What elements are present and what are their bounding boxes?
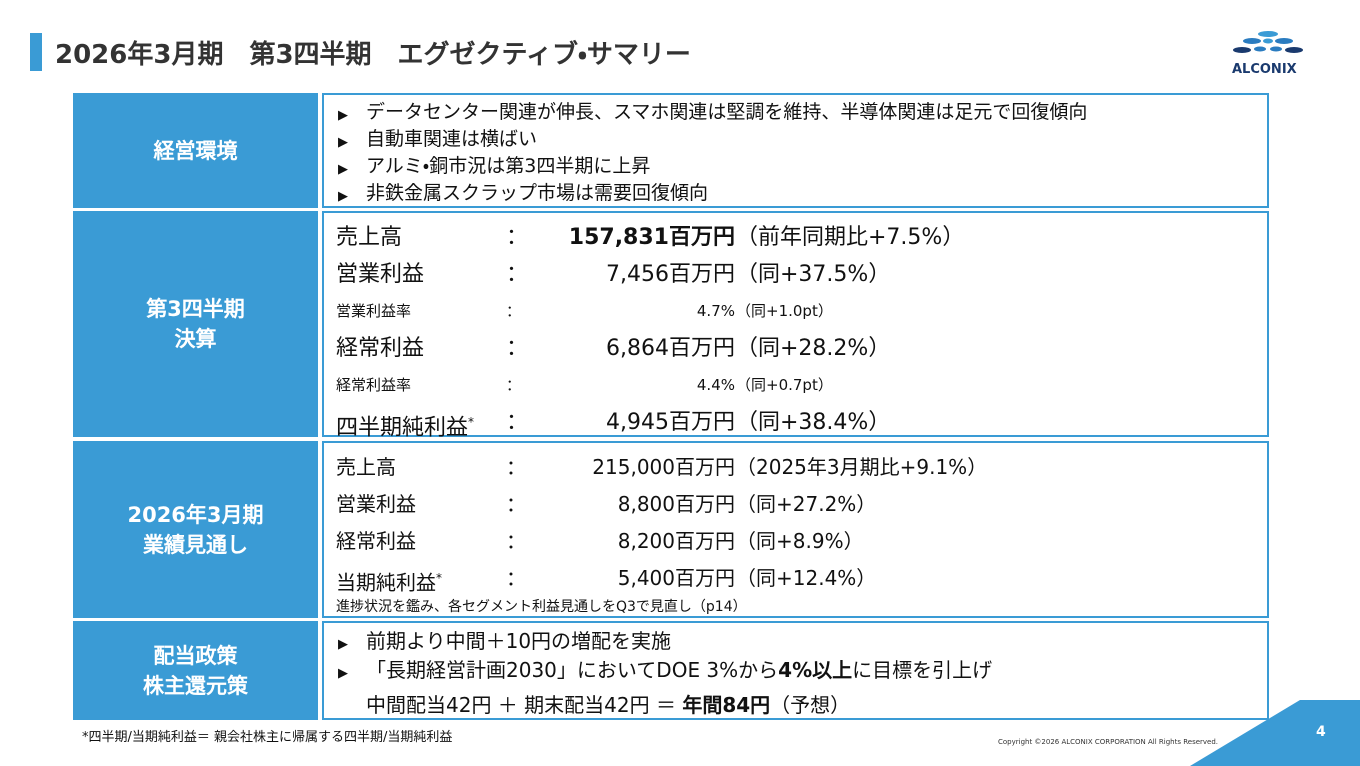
separator: ：: [506, 455, 526, 479]
separator: ：: [506, 376, 522, 394]
section-box: データセンター関連が伸長、スマホ関連は堅調を維持、半導体関連は足元で回復傾向自動…: [322, 93, 1269, 210]
row-amount: 4.7%: [696, 302, 735, 320]
separator: ：: [506, 262, 529, 287]
text-part: （予想）: [770, 693, 851, 717]
row-amount: 4,945百万円: [606, 410, 735, 435]
data-row: 売上高 ： 157,831百万円 （前年同期比+7.5%）: [324, 219, 1267, 256]
row-name: 営業利益: [336, 262, 425, 287]
row-note: （2025年3月期比+9.1%）: [736, 455, 988, 479]
row-name: 当期純利益*: [336, 570, 442, 595]
label-line: 業績見通し: [143, 532, 248, 557]
note-mark: *: [436, 571, 442, 585]
section-box: 売上高： 157,831百万円 （前年同期比+7.5%） 営業利益： 7,456百万円（…: [322, 211, 1269, 440]
corner-shape: [1190, 700, 1360, 766]
label-line: 株主還元策: [143, 673, 248, 698]
separator: ：: [506, 529, 526, 553]
row-name: 営業利益: [336, 492, 416, 516]
separator: ：: [506, 492, 526, 516]
row-amount: 157,831百万円: [568, 225, 735, 250]
row-note: （同+27.2%）: [736, 492, 877, 516]
data-row: 当期純利益* ： 5,400百万円 （同+12.4%）: [324, 560, 1267, 597]
row-note: （同+12.4%）: [736, 566, 877, 590]
logo-mark: [1233, 31, 1303, 53]
separator: ：: [506, 336, 529, 361]
data-row: 経常利益率 ： 4.4% （同+0.7pt）: [324, 367, 1267, 404]
data-row: 営業利益 ： 7,456百万円 （同+37.5%）: [324, 256, 1267, 293]
data-row: 経常利益 ： 8,200百万円 （同+8.9%）: [324, 523, 1267, 560]
section-label: 第3四半期決算: [73, 211, 318, 437]
label-line: 配当政策: [153, 643, 238, 668]
row-amount: 215,000百万円: [592, 455, 735, 479]
data-row: 四半期純利益* ： 4,945百万円 （同+38.4%）: [324, 404, 1267, 441]
bullet: 非鉄金属スクラップ市場は需要回復傾向: [324, 180, 1267, 210]
dividend-line: 中間配当42円 ＋ 期末配当42円 ＝ 年間84円（予想）: [324, 685, 1267, 725]
text-part: 年間84円: [682, 693, 771, 717]
footnote: *四半期/当期純利益＝ 親会社株主に帰属する四半期/当期純利益: [82, 730, 453, 745]
row-name: 経常利益: [336, 529, 416, 553]
row-name: 営業利益率: [336, 302, 412, 320]
page-number: 4: [1316, 724, 1326, 740]
row-note: （同+1.0pt）: [736, 302, 833, 320]
label-line: 2026年3月期: [127, 502, 264, 527]
row-amount: 6,864百万円: [606, 336, 735, 361]
dividend-line: 前期より中間＋10円の増配を実施: [324, 627, 1267, 659]
row-note: （同+38.4%）: [736, 410, 891, 435]
section-label: 配当政策 株主還元策: [73, 621, 318, 720]
row-note: （前年同期比+7.5%）: [736, 225, 965, 250]
remark: 進捗状況を鑑み、各セグメント利益見通しをQ3で見直し（p14）: [336, 599, 747, 615]
text-part: 中間配当42円 ＋ 期末配当42円 ＝: [366, 693, 683, 717]
data-row: 売上高 ： 215,000百万円 （2025年3月期比+9.1%）: [324, 449, 1267, 486]
text-part: 「長期経営計画2030」においてDOE 3%から: [366, 658, 779, 682]
row-name: 売上高: [336, 455, 396, 479]
row-note: （同+0.7pt）: [736, 376, 833, 394]
separator: ：: [506, 302, 522, 320]
row-amount: 4.4%: [696, 376, 735, 394]
bullet: 自動車関連は横ばい: [324, 126, 1267, 156]
row-note: （同+37.5%）: [736, 262, 891, 287]
section-box: 売上高 ： 215,000百万円 （2025年3月期比+9.1%） 営業利益 ： 8,800…: [322, 441, 1269, 618]
bullet: アルミ・銅市況は第3四半期に上昇: [324, 153, 1267, 183]
data-row: 営業利益率 ： 4.7% （同+1.0pt）: [324, 293, 1267, 330]
separator: ：: [506, 566, 526, 590]
separator: ：: [506, 225, 529, 250]
data-row: 営業利益 ： 8,800百万円 （同+27.2%）: [324, 486, 1267, 523]
note-mark: *: [468, 415, 475, 429]
slide-title: 2026年3月期 第3四半期 エグゼクティブ・サマリー: [55, 40, 691, 70]
text-part: 前期より中間＋10円の増配を実施: [366, 629, 672, 653]
label-line: 決算: [174, 327, 217, 351]
separator: ：: [506, 410, 529, 435]
copyright: Copyright ©2026 ALCONIX CORPORATION All …: [998, 738, 1219, 746]
label-line: 第3四半期: [146, 297, 245, 321]
section-label: 経営環境: [73, 93, 318, 208]
row-amount: 7,456百万円: [606, 262, 735, 287]
text-part: 4%以上: [778, 658, 853, 682]
data-row: 経常利益 ： 6,864百万円 （同+28.2%）: [324, 330, 1267, 367]
logo-text: ALCONIX: [1232, 62, 1297, 77]
row-amount: 8,200百万円: [617, 529, 735, 553]
bullet: データセンター関連が伸長、スマホ関連は堅調を維持、半導体関連は足元で回復傾向: [324, 99, 1267, 129]
section-box: 前期より中間＋10円の増配を実施「長期経営計画2030」においてDOE 3%から…: [322, 621, 1269, 720]
label-line: 経営環境: [153, 138, 238, 163]
row-name: 売上高: [336, 225, 403, 250]
row-amount: 8,800百万円: [617, 492, 735, 516]
row-name: 四半期純利益*: [336, 415, 475, 441]
section-label: 2026年3月期 業績見通し: [73, 441, 318, 618]
dividend-line: 「長期経営計画2030」においてDOE 3%から4%以上に目標を引上げ: [324, 656, 1267, 688]
title-bar: [30, 33, 42, 71]
row-name: 経常利益: [336, 336, 425, 361]
row-note: （同+28.2%）: [736, 336, 891, 361]
row-note: （同+8.9%）: [736, 529, 864, 553]
row-amount: 5,400百万円: [617, 566, 735, 590]
row-name: 経常利益率: [336, 376, 412, 394]
text-part: に目標を引上げ: [852, 658, 993, 682]
